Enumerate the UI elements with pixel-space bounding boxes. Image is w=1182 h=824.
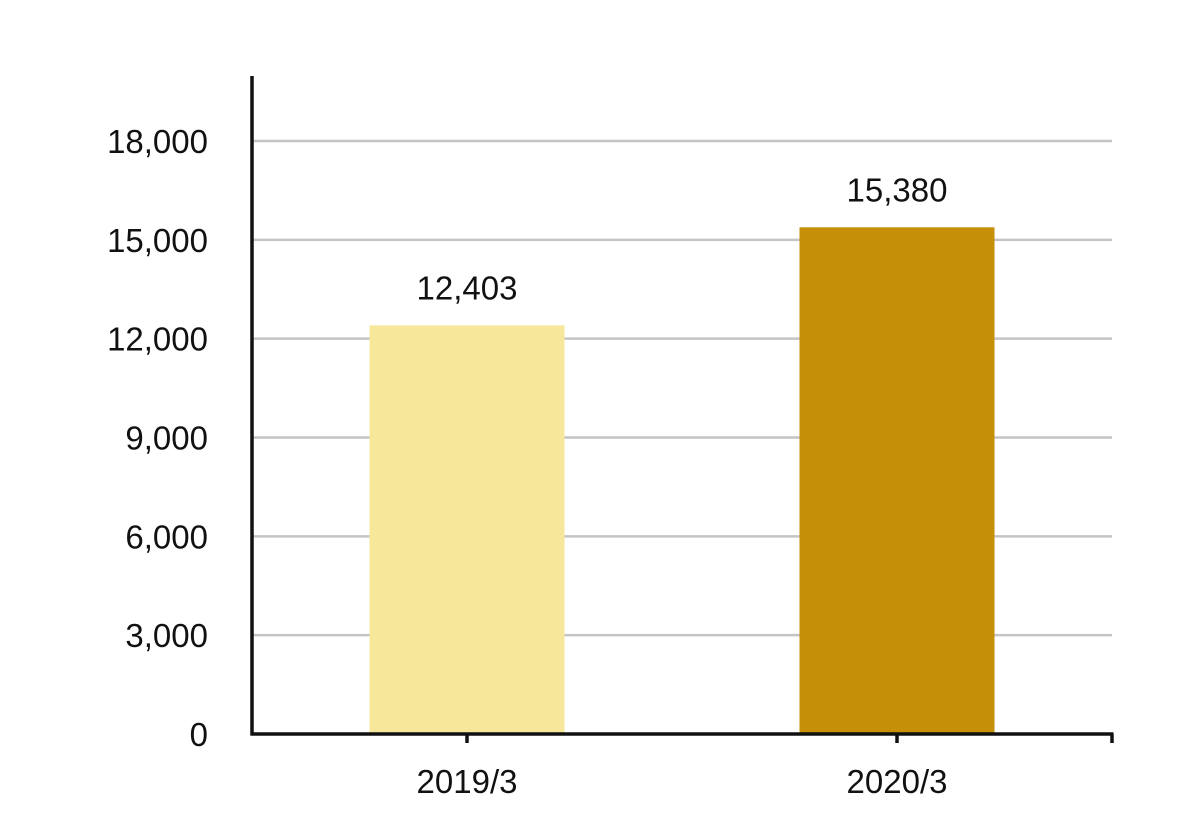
bar (369, 325, 565, 734)
y-tick-label: 12,000 (107, 321, 208, 358)
y-tick-label: 3,000 (125, 617, 208, 654)
bar-value-label: 15,380 (847, 171, 948, 208)
y-tick-label: 0 (190, 716, 208, 753)
x-tick-label: 2020/3 (847, 763, 948, 800)
bar (799, 227, 995, 734)
y-tick-label: 15,000 (107, 222, 208, 259)
y-tick-label: 6,000 (125, 518, 208, 555)
bar-value-label: 12,403 (417, 269, 518, 306)
bars (369, 227, 995, 734)
axes (250, 76, 1114, 743)
y-tick-label: 18,000 (107, 123, 208, 160)
y-tick-label: 9,000 (125, 420, 208, 457)
labels: 0 3,000 6,000 9,000 12,000 15,000 18,000 12,403… (107, 123, 947, 800)
x-tick-label: 2019/3 (417, 763, 518, 800)
